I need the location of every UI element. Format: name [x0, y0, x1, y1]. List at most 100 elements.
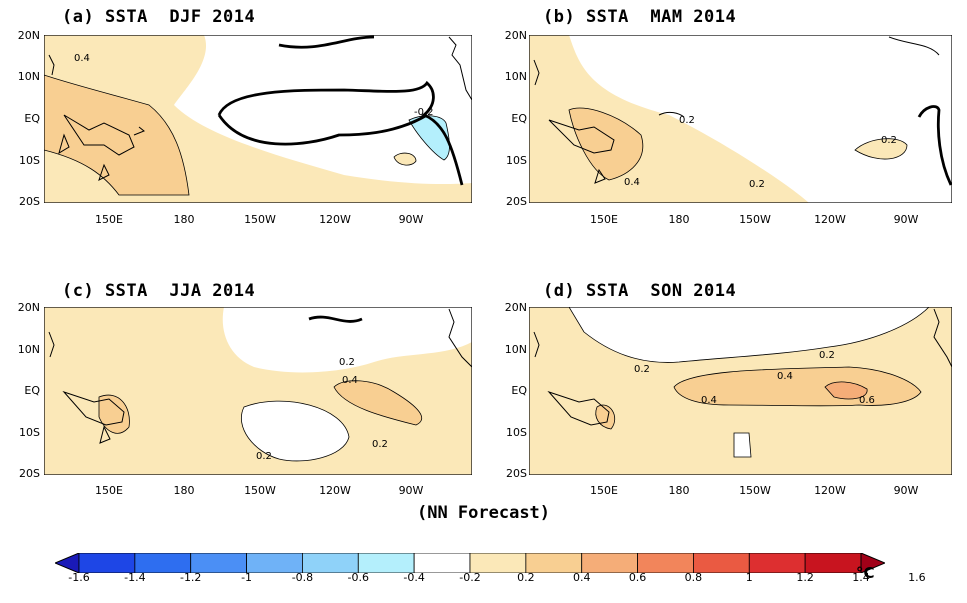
lon-label: 150W — [739, 213, 771, 226]
lat-label: 20N — [504, 301, 527, 314]
colorbar-tick-label: -1 — [241, 571, 253, 584]
contour-label: 0.6 — [859, 395, 875, 406]
lat-label: 20N — [17, 301, 40, 314]
lon-label: 120W — [319, 213, 351, 226]
colorbar-tick-label: -0.2 — [459, 571, 481, 584]
lat-label: EQ — [24, 384, 40, 397]
colorbar-cell — [302, 553, 359, 573]
lon-label: 150E — [590, 484, 618, 497]
coastline — [48, 308, 472, 444]
contour-label: 0.4 — [701, 395, 717, 406]
lon-label: 180 — [668, 484, 690, 497]
colorbar-cell — [469, 553, 527, 573]
warm-area — [333, 380, 422, 426]
panel-a-title: (a) SSTA DJF 2014 — [62, 7, 256, 27]
contour-label: 0.2 — [749, 179, 765, 190]
lat-label: 20S — [19, 467, 40, 480]
colorbar-tick-label: 0.6 — [628, 571, 647, 584]
contour-label: 0.2 — [256, 451, 272, 462]
lat-label: 10N — [17, 343, 40, 356]
lat-label: 10N — [504, 343, 527, 356]
contour-label: 0.2 — [679, 115, 695, 126]
lat-label: 10S — [506, 426, 527, 439]
lon-label: 90W — [398, 484, 424, 497]
colorbar-tick-label: -1.6 — [68, 571, 90, 584]
lon-label: 150E — [590, 213, 618, 226]
lat-label: 10N — [17, 70, 40, 83]
colorbar-tick-label: 0.8 — [684, 571, 703, 584]
colorbar-tick-label: -1.2 — [179, 571, 202, 584]
lat-label: EQ — [511, 384, 527, 397]
zero-contour — [917, 105, 952, 186]
colorbar-tick-label: -0.6 — [347, 571, 370, 584]
zero-contour — [658, 36, 940, 118]
colorbar-unit: °C — [856, 564, 875, 582]
colorbar-tick-label: 1 — [745, 571, 753, 584]
colorbar-cell — [637, 553, 694, 573]
lon-label: 150W — [244, 484, 276, 497]
coastline — [48, 36, 472, 181]
lat-label: EQ — [511, 112, 527, 125]
panel-d-map: 0.2 0.2 0.4 0.4 0.6 — [529, 307, 952, 475]
panel-d-title: (d) SSTA SON 2014 — [543, 281, 737, 301]
lon-label: 120W — [319, 484, 351, 497]
zero-contour — [308, 315, 363, 323]
cool-neutral-area — [222, 307, 472, 373]
cool-neutral-area — [241, 400, 350, 462]
coastline — [533, 308, 952, 426]
colorbar-cell — [581, 553, 638, 573]
warm-area — [854, 138, 908, 160]
colorbar-tick-label: -0.4 — [403, 571, 425, 584]
lon-label: 90W — [398, 213, 424, 226]
colorbar-tick-label: -0.8 — [291, 571, 314, 584]
panel-c-map: 0.2 0.4 0.2 0.2 — [44, 307, 472, 475]
lon-label: 180 — [173, 484, 195, 497]
colorbar-cell — [748, 553, 806, 573]
lat-label: 10N — [504, 70, 527, 83]
lat-label: 10S — [19, 154, 40, 167]
contour-label: 0.4 — [624, 177, 640, 188]
lon-label: 90W — [893, 484, 919, 497]
colorbar — [55, 553, 885, 573]
colorbar-tick-label: 1.6 — [908, 571, 926, 584]
lat-label: 20S — [506, 195, 527, 208]
cool-neutral-area — [568, 307, 930, 363]
lat-label: 10S — [19, 426, 40, 439]
lon-label: 180 — [173, 213, 195, 226]
coastline — [533, 59, 615, 184]
panel-a-map: 0.4 -0.2 — [44, 35, 472, 203]
contour-label: 0.2 — [881, 135, 897, 146]
lat-label: EQ — [24, 112, 40, 125]
contour-label: 0.4 — [777, 371, 793, 382]
colorbar-tick-label: 0.4 — [572, 571, 591, 584]
lon-label: 150E — [95, 484, 123, 497]
lon-label: 150E — [95, 213, 123, 226]
lat-label: 20N — [17, 29, 40, 42]
lat-label: 20N — [504, 29, 527, 42]
cool-neutral-area — [733, 432, 752, 458]
contour-label: 0.2 — [819, 350, 835, 361]
lat-label: 20S — [506, 467, 527, 480]
lon-label: 150W — [739, 484, 771, 497]
colorbar-cell — [413, 553, 471, 573]
lat-label: 10S — [506, 154, 527, 167]
colorbar-cell — [860, 553, 885, 573]
warm-area — [44, 74, 190, 196]
zero-contour — [278, 35, 375, 49]
colorbar-cells — [55, 553, 885, 573]
lon-label: 120W — [814, 484, 846, 497]
colorbar-cell — [134, 553, 192, 573]
warm-area — [824, 381, 868, 400]
contour-label: 0.2 — [372, 439, 388, 450]
warm-area — [568, 107, 644, 181]
panel-b-title: (b) SSTA MAM 2014 — [543, 7, 737, 27]
colorbar-tick-label: 1.4 — [852, 571, 870, 584]
contour-label: 0.2 — [339, 357, 355, 368]
colorbar-cell — [525, 553, 583, 573]
contour-label: 0.2 — [634, 364, 650, 375]
colorbar-tick-label: 0.2 — [517, 571, 535, 584]
warm-area — [98, 394, 130, 434]
zero-contour — [217, 80, 464, 186]
lat-label: 20S — [19, 195, 40, 208]
lon-label: 90W — [893, 213, 919, 226]
